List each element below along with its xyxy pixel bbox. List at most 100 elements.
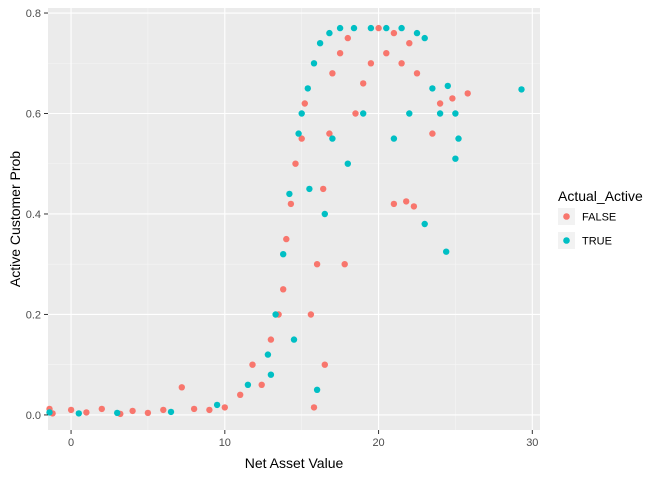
data-points: [46, 24, 525, 418]
data-point: [258, 381, 265, 388]
axis-ticks: [44, 12, 533, 434]
data-point: [403, 198, 410, 205]
data-point: [518, 86, 525, 93]
data-point: [244, 381, 252, 388]
data-point: [298, 110, 305, 117]
data-point: [336, 24, 344, 32]
data-point: [310, 60, 318, 67]
x-tick-label: 20: [372, 437, 384, 449]
data-point: [267, 336, 275, 343]
data-point: [114, 409, 121, 417]
data-point: [306, 185, 313, 193]
series-false: [46, 24, 471, 418]
data-point: [304, 85, 311, 92]
data-point: [436, 100, 444, 107]
data-point: [83, 409, 90, 416]
x-tick-label: 10: [219, 437, 231, 449]
data-point: [178, 384, 185, 391]
data-point: [167, 408, 175, 416]
data-point: [421, 34, 428, 42]
data-point: [360, 110, 367, 117]
data-point: [310, 404, 318, 411]
data-point: [213, 401, 221, 409]
legend-label-false: FALSE: [582, 212, 616, 224]
data-point: [452, 155, 459, 162]
data-point: [75, 410, 83, 417]
data-point: [449, 95, 456, 102]
data-point: [352, 110, 359, 117]
data-point: [67, 406, 75, 414]
y-axis-title: Active Customer Prob: [7, 151, 23, 287]
data-point: [267, 371, 275, 378]
data-point: [421, 220, 428, 228]
data-point: [144, 409, 152, 417]
y-tick-label: 0.6: [26, 109, 41, 121]
data-point: [280, 286, 287, 293]
data-point: [321, 361, 328, 368]
data-point: [383, 50, 390, 57]
data-point: [295, 130, 302, 137]
data-point: [237, 391, 244, 398]
data-point: [286, 190, 293, 198]
y-tick-label: 0.0: [26, 410, 41, 422]
legend: Actual_Active FALSE TRUE: [558, 188, 643, 249]
data-point: [287, 200, 295, 208]
data-point: [406, 110, 413, 117]
data-point: [367, 60, 375, 67]
data-point: [398, 60, 405, 67]
data-point: [160, 406, 167, 414]
data-point: [298, 135, 305, 142]
data-point: [443, 248, 450, 255]
data-point: [129, 407, 136, 415]
data-point: [410, 203, 418, 210]
legend-key-true: [563, 237, 570, 244]
y-tick-label: 0.4: [26, 209, 41, 221]
data-point: [464, 90, 471, 97]
x-tick-label: 30: [526, 437, 538, 449]
data-point: [375, 24, 382, 32]
data-point: [455, 135, 462, 142]
data-point: [429, 130, 436, 137]
axis-tick-labels: 0 10 20 30 0.0 0.2 0.4 0.6 0.8: [26, 8, 539, 449]
data-point: [436, 110, 444, 117]
data-point: [444, 82, 451, 90]
data-point: [301, 100, 308, 107]
data-point: [206, 406, 213, 414]
data-point: [406, 40, 413, 47]
data-point: [329, 135, 336, 142]
x-tick-label: 0: [68, 437, 74, 449]
data-point: [329, 70, 336, 77]
data-point: [313, 386, 321, 393]
y-tick-label: 0.2: [26, 309, 41, 321]
data-point: [413, 70, 421, 77]
legend-label-true: TRUE: [582, 236, 612, 248]
data-point: [413, 29, 421, 37]
data-point: [390, 200, 398, 208]
data-point: [272, 311, 279, 318]
x-axis-title: Net Asset Value: [245, 455, 344, 471]
data-point: [341, 261, 348, 268]
data-point: [390, 135, 398, 142]
data-point: [264, 351, 272, 358]
data-point: [221, 404, 228, 411]
data-point: [320, 185, 327, 193]
data-point: [321, 210, 328, 218]
data-point: [398, 24, 405, 32]
series-true: [46, 24, 525, 417]
data-point: [313, 261, 321, 268]
y-tick-label: 0.8: [26, 8, 41, 20]
data-point: [452, 110, 459, 117]
data-point: [344, 34, 351, 42]
data-point: [350, 24, 358, 32]
data-point: [249, 361, 256, 368]
data-point: [390, 29, 398, 37]
data-point: [360, 80, 367, 87]
data-point: [190, 405, 198, 413]
legend-title: Actual_Active: [558, 188, 643, 204]
data-point: [292, 160, 299, 167]
data-point: [280, 251, 287, 258]
data-point: [336, 50, 344, 57]
data-point: [283, 235, 290, 243]
data-point: [383, 24, 390, 32]
